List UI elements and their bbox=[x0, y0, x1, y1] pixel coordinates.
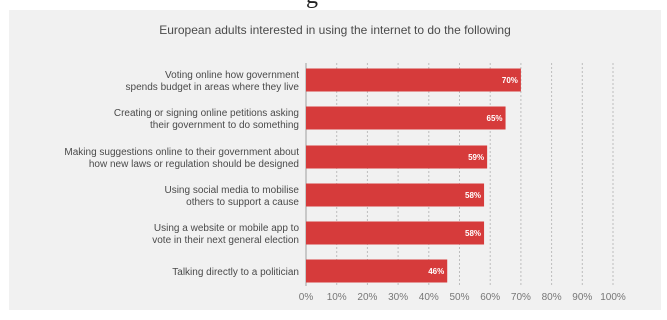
x-tick-label: 50% bbox=[449, 292, 469, 303]
bar-value-label: 58% bbox=[465, 229, 481, 238]
x-tick-label: 100% bbox=[600, 292, 626, 303]
bar bbox=[306, 259, 448, 283]
category-label: spends budget in areas where they live bbox=[126, 82, 300, 93]
category-label: how new laws or regulation should be des… bbox=[89, 159, 299, 170]
x-tick-label: 80% bbox=[542, 292, 562, 303]
bar-value-label: 65% bbox=[487, 114, 503, 123]
x-tick-label: 10% bbox=[327, 292, 347, 303]
bar-value-label: 59% bbox=[468, 153, 484, 162]
category-label: their government to do something bbox=[150, 120, 299, 131]
category-label: Using a website or mobile app to bbox=[154, 223, 300, 234]
category-label: Creating or signing online petitions ask… bbox=[114, 108, 299, 119]
category-label: Making suggestions online to their gover… bbox=[64, 147, 299, 158]
x-tick-label: 0% bbox=[299, 292, 314, 303]
x-tick-label: 90% bbox=[572, 292, 592, 303]
category-label: Using social media to mobilise bbox=[164, 185, 299, 196]
category-label: Voting online how government bbox=[165, 70, 299, 81]
x-tick-label: 30% bbox=[388, 292, 408, 303]
cropped-header-text: g bbox=[306, 0, 318, 8]
bar bbox=[306, 145, 488, 169]
x-tick-label: 40% bbox=[419, 292, 439, 303]
category-label: Talking directly to a politician bbox=[172, 267, 299, 278]
bar bbox=[306, 183, 485, 207]
bar-value-label: 70% bbox=[502, 76, 518, 85]
cropped-header-strip: g bbox=[0, 0, 667, 10]
category-label: others to support a cause bbox=[186, 197, 299, 208]
chart-title: European adults interested in using the … bbox=[159, 23, 511, 37]
x-tick-label: 60% bbox=[480, 292, 500, 303]
bar bbox=[306, 221, 485, 245]
x-tick-label: 70% bbox=[511, 292, 531, 303]
category-label: vote in their next general election bbox=[152, 235, 299, 246]
bar-value-label: 58% bbox=[465, 191, 481, 200]
bar-value-label: 46% bbox=[428, 267, 444, 276]
bar bbox=[306, 68, 521, 92]
x-tick-label: 20% bbox=[357, 292, 377, 303]
bar bbox=[306, 106, 506, 130]
